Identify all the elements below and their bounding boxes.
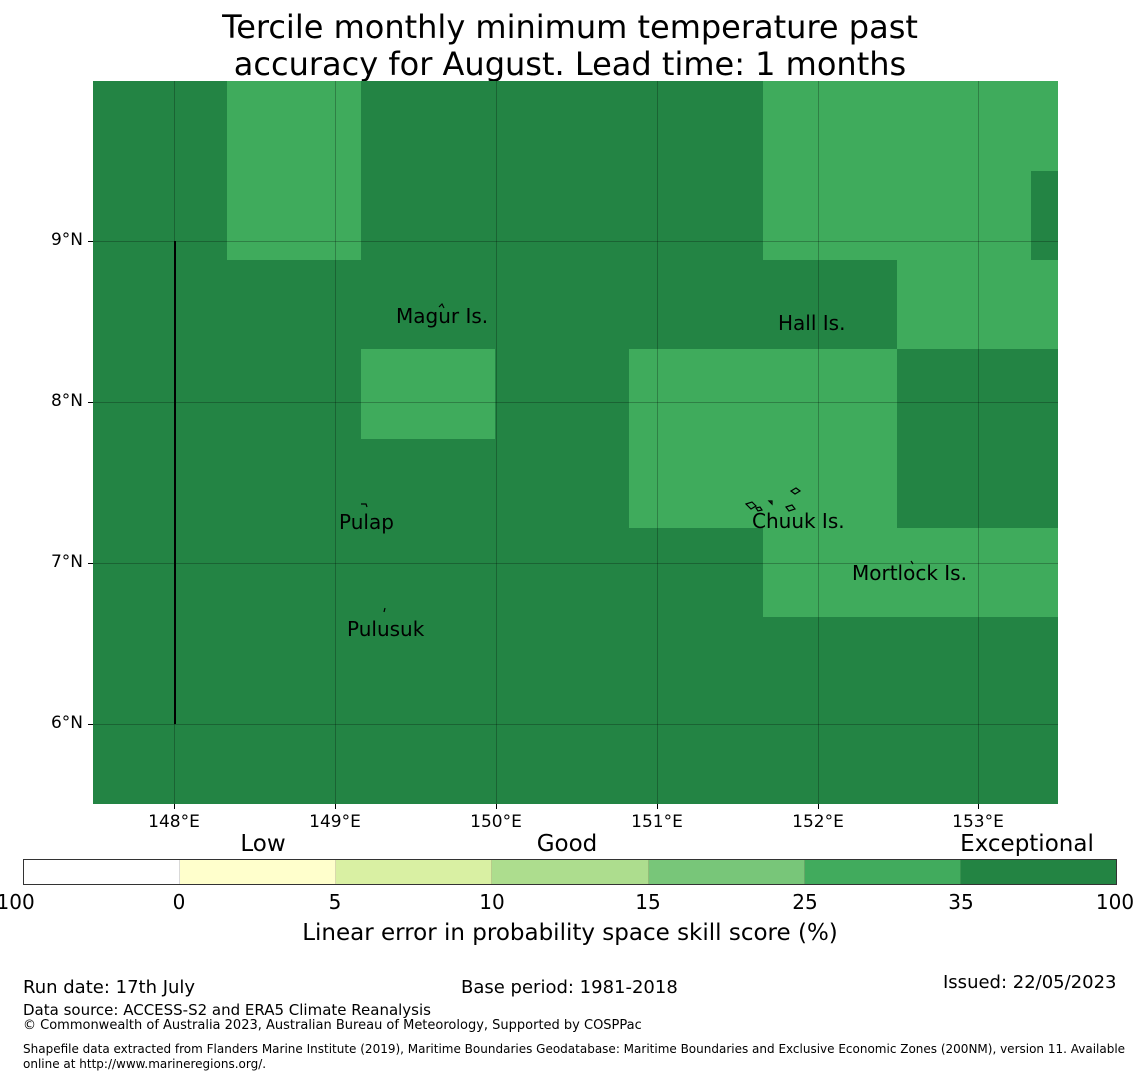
- skill-cell-good: [227, 81, 361, 260]
- meridian-gridline: [657, 81, 658, 804]
- colorbar-tick: 35: [948, 890, 974, 914]
- meridian-gridline: [496, 81, 497, 804]
- shapefile-credit-line-1: Shapefile data extracted from Flanders M…: [23, 1042, 1126, 1056]
- skill-cell-good: [897, 260, 1058, 349]
- colorbar: [23, 859, 1117, 885]
- parallel-gridline: [93, 241, 1058, 242]
- place-label-pulap: Pulap: [339, 510, 394, 534]
- colorbar-tick: 15: [635, 890, 661, 914]
- colorbar-tick: 25: [792, 890, 818, 914]
- colorbar-tick: 0: [172, 890, 186, 914]
- meridian-gridline: [978, 81, 979, 804]
- place-label-mortlock: Mortlock Is.: [852, 561, 967, 585]
- lon-label-148e: 148°E: [148, 812, 200, 832]
- meridian-gridline: [818, 81, 819, 804]
- lon-tick: [818, 804, 819, 809]
- lon-tick: [657, 804, 658, 809]
- lon-label-150e: 150°E: [470, 812, 522, 832]
- skill-cell-exceptional: [1031, 171, 1058, 260]
- shapefile-credit-line-2: online at http://www.marineregions.org/.: [23, 1057, 267, 1071]
- skill-cell-exceptional: [1031, 439, 1058, 528]
- parallel-gridline: [93, 402, 1058, 403]
- lon-label-151e: 151°E: [631, 812, 683, 832]
- island-outline: [744, 487, 802, 512]
- base-period: Base period: 1981-2018: [461, 977, 678, 998]
- lat-label-9n: 9°N: [50, 230, 83, 250]
- island-outlines: [361, 302, 914, 613]
- colorbar-tick: 10: [479, 890, 505, 914]
- colorbar-segment: [648, 860, 805, 884]
- colorbar-tick: -100: [0, 890, 35, 914]
- skill-cell-good: [1031, 528, 1058, 617]
- colorbar-segment: [180, 860, 337, 884]
- lon-tick: [174, 804, 175, 809]
- colorbar-category-low: Low: [240, 831, 286, 857]
- colorbar-segment: [960, 860, 1116, 884]
- colorbar-tick: 100: [1095, 890, 1135, 914]
- skill-cell-good: [629, 349, 897, 528]
- lon-label-153e: 153°E: [952, 812, 1004, 832]
- chart-title-line-2: accuracy for August. Lead time: 1 months: [233, 45, 907, 83]
- island-outline: [910, 560, 914, 565]
- place-label-magur: Magur Is.: [396, 304, 489, 328]
- colorbar-category-good: Good: [536, 831, 598, 857]
- lat-tick: [88, 241, 93, 242]
- lon-tick: [978, 804, 979, 809]
- colorbar-segment: [804, 860, 961, 884]
- colorbar-label: Linear error in probability space skill …: [302, 920, 838, 946]
- colorbar-segment: [492, 860, 649, 884]
- copyright: © Commonwealth of Australia 2023, Austra…: [23, 1018, 642, 1033]
- skill-score-map: Magur Is. Hall Is. Pulap Chuuk Is. Mortlock …: [93, 81, 1058, 804]
- skill-cell-exceptional: [897, 349, 1058, 438]
- lat-label-8n: 8°N: [50, 391, 83, 411]
- skill-cell-good: [763, 528, 1031, 617]
- lon-tick: [335, 804, 336, 809]
- lat-tick: [88, 402, 93, 403]
- place-label-chuuk: Chuuk Is.: [752, 509, 845, 533]
- place-label-pulusuk: Pulusuk: [347, 617, 425, 641]
- island-outline: [361, 503, 368, 508]
- boundary-line: [174, 241, 176, 724]
- lon-label-149e: 149°E: [309, 812, 361, 832]
- colorbar-segment: [24, 860, 181, 884]
- place-label-hall: Hall Is.: [778, 311, 846, 335]
- colorbar-tick: 5: [328, 890, 342, 914]
- island-outline: [383, 607, 386, 613]
- lat-label-7n: 7°N: [50, 552, 83, 572]
- chart-title-line-1: Tercile monthly minimum temperature past: [222, 8, 918, 46]
- lon-tick: [496, 804, 497, 809]
- issued-date: Issued: 22/05/2023: [943, 972, 1117, 993]
- colorbar-category-exceptional: Exceptional: [960, 831, 1094, 857]
- lat-tick: [88, 563, 93, 564]
- data-source: Data source: ACCESS-S2 and ERA5 Climate …: [23, 1001, 431, 1019]
- meridian-gridline: [335, 81, 336, 804]
- island-outline: [438, 302, 445, 309]
- lon-label-152e: 152°E: [792, 812, 844, 832]
- parallel-gridline: [93, 563, 1058, 564]
- lat-tick: [88, 724, 93, 725]
- lat-label-6n: 6°N: [50, 713, 83, 733]
- skill-cell-good: [361, 349, 495, 439]
- skill-cell-good: [763, 81, 1058, 260]
- parallel-gridline: [93, 724, 1058, 725]
- run-date: Run date: 17th July: [23, 977, 196, 998]
- colorbar-segment: [336, 860, 493, 884]
